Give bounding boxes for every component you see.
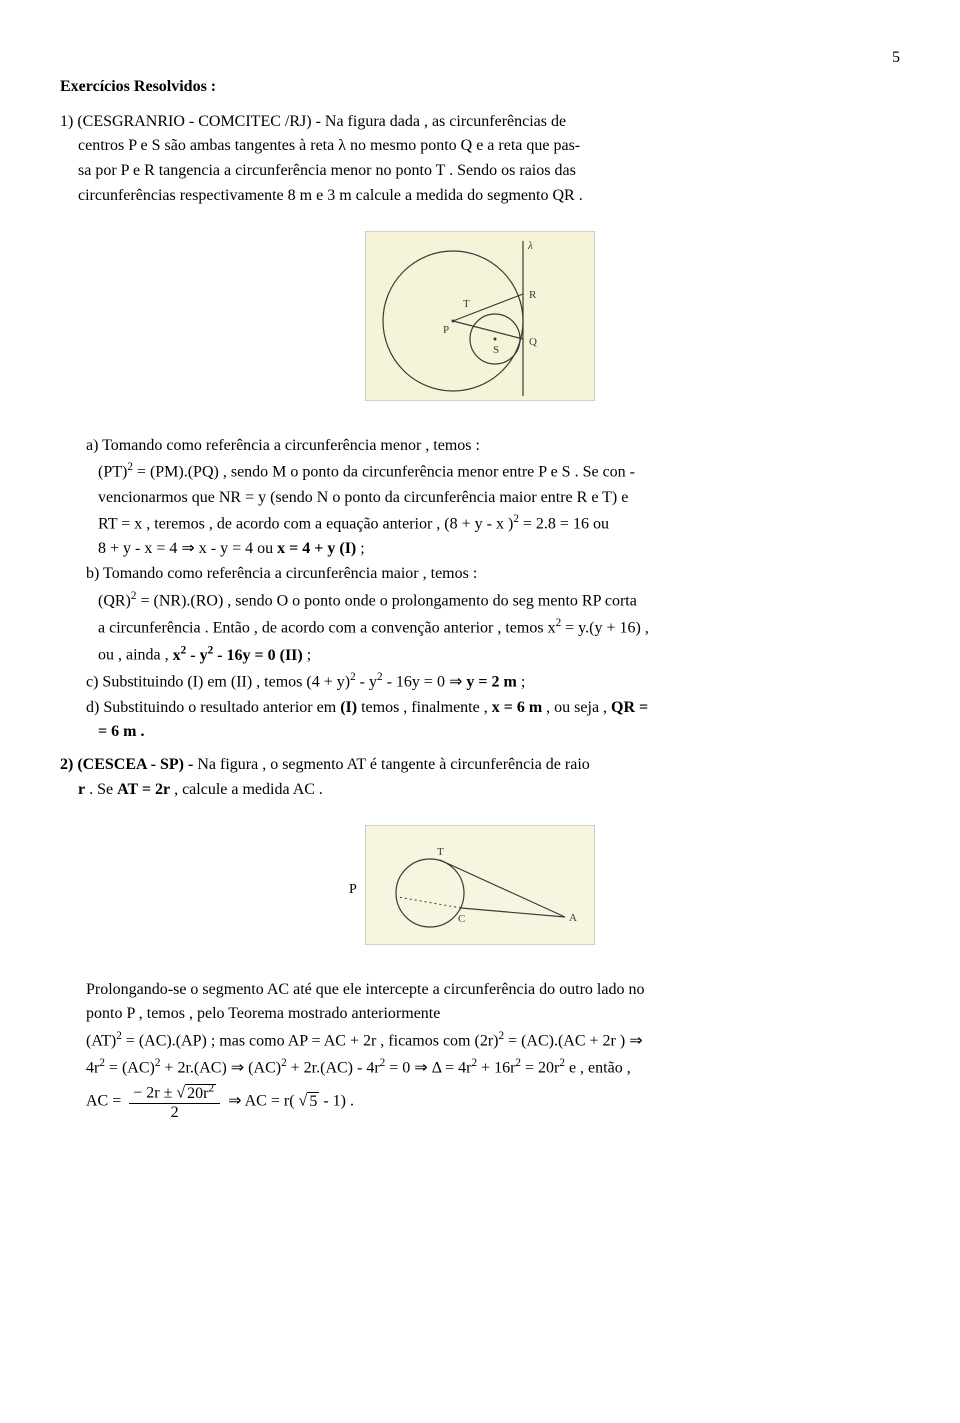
page-title: Exercícios Resolvidos : [60,77,900,98]
svg-text:P: P [443,324,449,336]
sol1-a-line1: a) Tomando como referência a circunferên… [86,436,900,457]
problem1-line3: sa por P e R tangencia a circunferência … [78,161,900,182]
sol2-line1: Prolongando-se o segmento AC até que ele… [86,980,900,1001]
sol1-a-line2: (PT)2 = (PM).(PQ) , sendo M o ponto da c… [98,460,900,483]
svg-text:Q: Q [529,336,537,348]
svg-text:λ: λ [527,240,533,252]
sol1-a-line4: RT = x , teremos , de acordo com a equaç… [98,512,900,535]
sol2-line2: ponto P , temos , pelo Teorema mostrado … [86,1004,900,1025]
problem1-line2: centros P e S são ambas tangentes à reta… [78,136,900,157]
svg-text:S: S [493,344,499,356]
svg-text:C: C [458,913,465,925]
sol2-line5: AC = − 2r ± √20r2 2 ⇒ AC = r( √5 - 1) . [86,1083,900,1120]
sol1-d-line2: = 6 m . [98,722,900,743]
problem2-line1: 2) (CESCEA - SP) - Na figura , o segment… [60,755,900,776]
sol1-b-line3: a circunferência . Então , de acordo com… [98,616,900,639]
figure-2: P T C A [365,825,595,945]
sol2-line3: (AT)2 = (AC).(AP) ; mas como AP = AC + 2… [86,1029,900,1052]
page-number: 5 [60,48,900,69]
figure-1: λ R T Q P S [365,231,595,401]
svg-text:T: T [437,846,444,858]
sol1-b-line1: b) Tomando como referência a circunferên… [86,564,900,585]
sol1-b-line2: (QR)2 = (NR).(RO) , sendo O o ponto onde… [98,589,900,612]
sol1-a-line5: 8 + y - x = 4 ⇒ x - y = 4 ou x = 4 + y (… [98,539,900,560]
sol1-d-line1: d) Substituindo o resultado anterior em … [86,698,900,719]
problem1-line1: 1) (CESGRANRIO - COMCITEC /RJ) - Na figu… [60,112,900,133]
sol1-b-line4: ou , ainda , x2 - y2 - 16y = 0 (II) ; [98,643,900,666]
problem2-line2: r . Se AT = 2r , calcule a medida AC . [78,780,900,801]
svg-text:T: T [463,298,470,310]
svg-text:A: A [569,912,577,924]
sol1-c-line1: c) Substituindo (I) em (II) , temos (4 +… [86,670,900,693]
sol2-line4: 4r2 = (AC)2 + 2r.(AC) ⇒ (AC)2 + 2r.(AC) … [86,1056,900,1079]
svg-text:R: R [529,289,537,301]
problem1-line4: circunferências respectivamente 8 m e 3 … [78,186,900,207]
sol1-a-line3: vencionarmos que NR = y (sendo N o ponto… [98,488,900,509]
